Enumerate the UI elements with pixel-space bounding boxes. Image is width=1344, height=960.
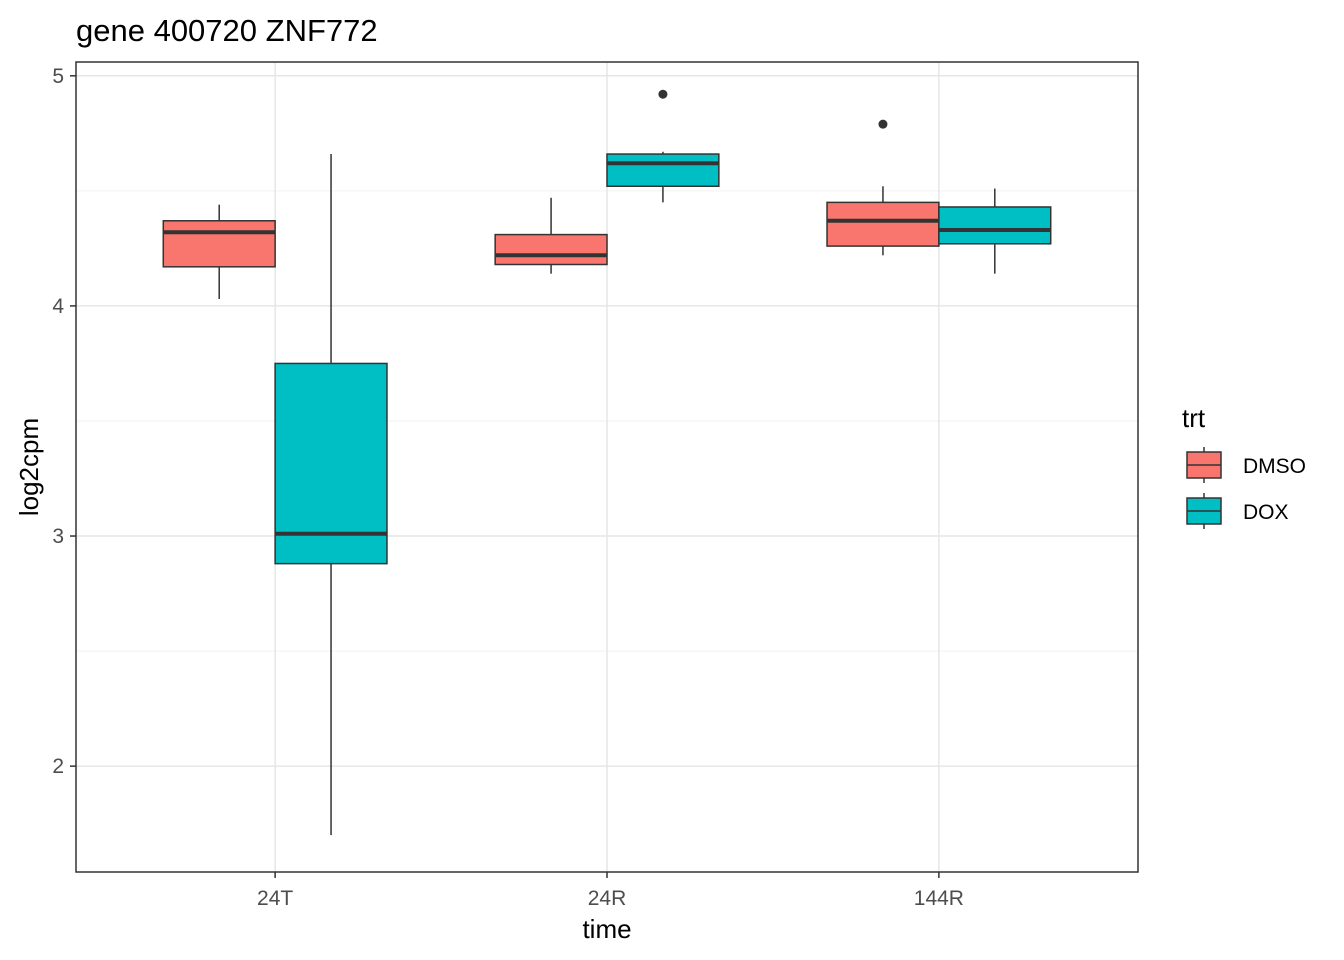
iqr-box [606,153,720,188]
x-axis-title: time [582,914,631,944]
box-dox-144r [938,188,1052,274]
x-tick-label: 24R [588,887,627,910]
iqr-box [274,362,388,565]
iqr-box [162,220,276,268]
legend: trt DMSO DOX [1182,403,1306,529]
legend-title: trt [1182,403,1206,433]
legend-entry-dox: DOX [1186,493,1289,529]
grid-lines [76,62,1138,872]
outlier-point [878,119,888,129]
chart-title: gene 400720 ZNF772 [76,13,378,48]
y-tick-label: 3 [52,525,64,548]
y-tick-label: 2 [52,755,64,778]
x-tick-label: 144R [914,887,964,910]
outlier-point [658,89,668,99]
x-tick-label: 24T [257,887,293,910]
legend-entry-dmso: DMSO [1186,447,1306,483]
y-tick-label: 5 [52,65,64,88]
legend-label: DOX [1243,501,1289,524]
box-dox-24r [606,89,720,203]
box-dmso-24r [494,197,608,274]
y-axis-title: log2cpm [14,418,44,516]
legend-label: DMSO [1243,455,1306,478]
y-tick-label: 4 [52,295,64,318]
box-dox-24t [274,154,388,836]
box-dmso-24t [162,204,276,300]
box-layer [162,89,1052,836]
iqr-box [826,201,940,247]
iqr-box [494,233,608,266]
box-dmso-144r [826,119,940,256]
iqr-box [938,206,1052,245]
axes: 2 3 4 5 24T 24R 144R [52,65,964,910]
